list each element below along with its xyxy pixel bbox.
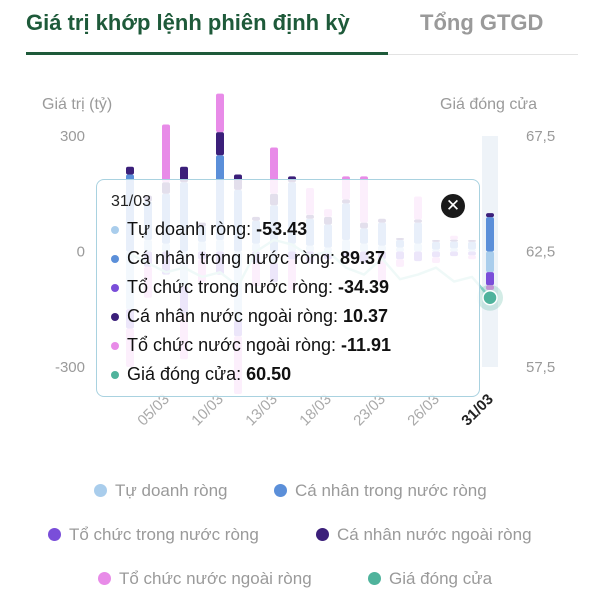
y-right-tick-label: 62,5: [526, 244, 555, 261]
legend-item-to-chuc-nuoc-ngoai[interactable]: Tổ chức nước ngoài ròng: [98, 569, 312, 589]
tooltip-row-label: Tự doanh ròng:: [127, 219, 257, 239]
legend-dot: [94, 484, 107, 497]
bar-segment-ca-nhan-trong-nuoc[interactable]: [486, 217, 494, 252]
y-right-tick-label: 57,5: [526, 359, 555, 376]
tooltip-row-value: 10.37: [343, 306, 389, 326]
legend-dot: [316, 528, 329, 541]
tab-gia-tri-khop-lenh[interactable]: Giá trị khớp lệnh phiên định kỳ: [26, 10, 350, 35]
legend-label: Tự doanh ròng: [115, 481, 228, 500]
legend-dot: [48, 528, 61, 541]
tooltip-series-dot: [111, 313, 119, 322]
tooltip-row-value: 60.50: [246, 364, 292, 384]
legend-label: Tổ chức trong nước ròng: [69, 525, 259, 544]
y-right-tick-label: 67,5: [526, 128, 555, 145]
tooltip-row-label: Cá nhân trong nước ròng:: [127, 248, 340, 268]
tooltip-row: Cá nhân nước ngoài ròng: 10.37: [111, 306, 388, 327]
tooltip-row-value: -53.43: [256, 219, 308, 239]
bar-segment-ca-nhan-nuoc-ngoai[interactable]: [216, 132, 224, 156]
tooltip-row: Tổ chức nước ngoài ròng: -11.91: [111, 335, 391, 356]
bar-segment-ca-nhan-nuoc-ngoai[interactable]: [180, 166, 188, 183]
tooltip-row-value: 89.37: [339, 248, 386, 268]
tooltip-row-label: Tổ chức nước ngoài ròng:: [127, 335, 342, 355]
y-left-tick-label: 0: [77, 244, 85, 261]
legend-label: Cá nhân trong nước ròng: [295, 481, 487, 500]
tooltip-series-dot: [111, 255, 119, 264]
bar-segment-to-chuc-nuoc-ngoai[interactable]: [216, 93, 224, 133]
y-axis-left-title: Giá trị (tỷ): [42, 96, 112, 113]
legend-item-tu-doanh[interactable]: Tự doanh ròng: [94, 481, 228, 501]
tooltip-row: Giá đóng cửa: 60.50: [111, 364, 291, 385]
tooltip-row: Tổ chức trong nước ròng: -34.39: [111, 277, 389, 298]
bar-segment-ca-nhan-nuoc-ngoai[interactable]: [486, 213, 494, 218]
legend-dot: [368, 572, 381, 585]
price-point: [482, 289, 498, 306]
close-icon[interactable]: ✕: [441, 194, 465, 218]
tooltip-row-label: Cá nhân nước ngoài ròng:: [127, 306, 343, 326]
legend-item-gia-dong-cua[interactable]: Giá đóng cửa: [368, 569, 492, 589]
legend-item-ca-nhan-nuoc-ngoai[interactable]: Cá nhân nước ngoài ròng: [316, 525, 532, 545]
bar-segment-tu-doanh[interactable]: [486, 251, 494, 273]
legend-label: Giá đóng cửa: [389, 569, 493, 588]
legend-item-ca-nhan-trong-nuoc[interactable]: Cá nhân trong nước ròng: [274, 481, 487, 501]
tab-bar: Giá trị khớp lệnh phiên định kỳ Tổng GTG…: [0, 0, 600, 56]
y-left-tick-label: -300: [55, 359, 85, 376]
bar-segment-to-chuc-nuoc-ngoai[interactable]: [486, 285, 494, 290]
tooltip-row-label: Giá đóng cửa:: [127, 364, 247, 384]
tooltip-row: Cá nhân trong nước ròng: 89.37: [111, 248, 385, 269]
legend-dot: [274, 484, 287, 497]
tooltip-row-value: -34.39: [338, 277, 390, 297]
tooltip-row: Tự doanh ròng: -53.43: [111, 219, 307, 240]
y-axis-right-title: Giá đóng cửa: [440, 96, 537, 113]
y-left-tick-label: 300: [60, 128, 85, 145]
tooltip-row-value: -11.91: [341, 335, 392, 355]
tooltip-series-dot: [111, 226, 119, 235]
tooltip-series-dot: [111, 284, 119, 293]
bar-segment-ca-nhan-nuoc-ngoai[interactable]: [126, 166, 134, 175]
active-tab-underline: [26, 52, 388, 55]
tooltip-series-dot: [111, 342, 119, 351]
legend-dot: [98, 572, 111, 585]
tooltip: 31/03 ✕ Tự doanh ròng: -53.43 Cá nhân tro…: [96, 179, 480, 397]
legend-label: Cá nhân nước ngoài ròng: [337, 525, 532, 544]
tooltip-date: 31/03: [111, 193, 152, 210]
tooltip-row-label: Tổ chức trong nước ròng:: [127, 277, 338, 297]
bar-segment-to-chuc-nuoc-ngoai[interactable]: [162, 124, 170, 183]
tab-tong-gtgd[interactable]: Tổng GTGD: [420, 10, 544, 35]
legend-label: Tổ chức nước ngoài ròng: [119, 569, 312, 588]
legend-item-to-chuc-trong-nuoc[interactable]: Tổ chức trong nước ròng: [48, 525, 259, 545]
bar-segment-to-chuc-trong-nuoc[interactable]: [486, 272, 494, 286]
tooltip-series-dot: [111, 371, 119, 380]
